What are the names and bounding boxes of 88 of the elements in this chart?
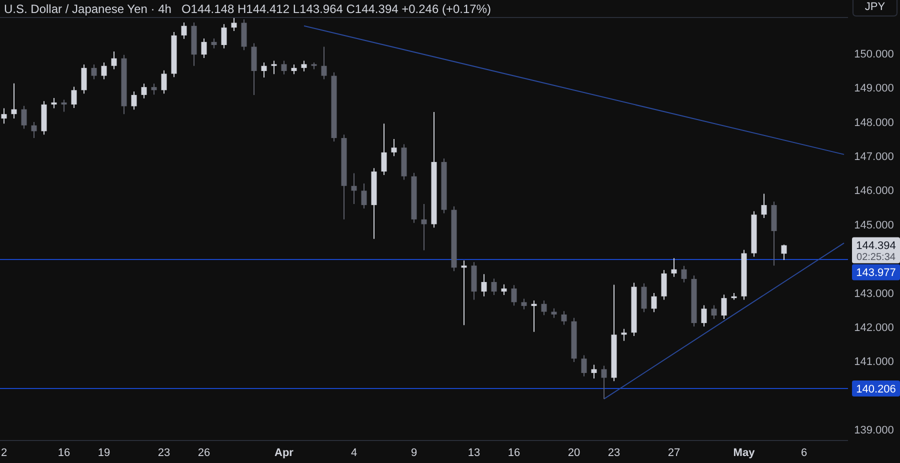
candlestick (91, 64, 97, 80)
candlestick (31, 121, 37, 139)
candlestick (201, 38, 207, 59)
y-tick-label: 141.000 (854, 356, 894, 368)
candlestick (21, 105, 27, 130)
candlestick (131, 91, 137, 110)
candlestick (161, 70, 167, 94)
x-tick-label: May (733, 447, 756, 459)
ref-line-label: 140.206 (856, 383, 896, 396)
candlestick (581, 354, 587, 377)
candlestick (81, 64, 87, 94)
candlestick (281, 60, 287, 75)
candlestick (351, 172, 357, 205)
x-tick-label: 23 (158, 447, 170, 459)
candlestick (531, 300, 537, 332)
candlestick (701, 304, 707, 327)
candlestick (291, 64, 297, 75)
candlestick (421, 204, 427, 251)
y-tick-label: 142.000 (854, 322, 894, 334)
candlestick (461, 260, 467, 326)
x-tick-label: 23 (608, 447, 620, 459)
candlestick (501, 284, 507, 296)
x-tick-label: 19 (98, 447, 110, 459)
candlestick (261, 62, 267, 78)
candlestick (621, 328, 627, 342)
y-tick-label: 147.000 (854, 151, 894, 164)
candlestick (51, 98, 57, 109)
text: 02:25:34 (856, 252, 896, 263)
y-tick-label: 148.000 (854, 116, 894, 129)
x-tick-label: 2 (0, 447, 8, 459)
x-tick-label: Apr (274, 447, 294, 459)
candlestick (231, 18, 237, 32)
candlestick (211, 38, 217, 49)
candlestick (321, 46, 327, 80)
x-tick-label: 6 (800, 447, 808, 459)
x-tick-label: 27 (668, 447, 680, 459)
y-tick-label: 146.000 (854, 185, 894, 198)
x-tick-label: 20 (568, 447, 580, 459)
chart-title: U.S. Dollar / Japanese Yen · 4h (4, 2, 172, 16)
candlestick (111, 51, 117, 70)
candlestick (601, 365, 607, 400)
candlestick (141, 83, 147, 99)
candlestick (1, 108, 7, 124)
candlestick (521, 298, 527, 310)
candlestick (591, 364, 597, 379)
y-axis-title: JPY (864, 1, 886, 13)
chart-subtitle: O144.148 H144.412 L143.964 C144.394 +0.246 (+0.17%) (181, 2, 492, 16)
y-tick-label: 150.000 (854, 48, 894, 60)
candlestick (551, 308, 557, 318)
candlestick (661, 270, 667, 300)
y-tick-label: 145.000 (854, 219, 894, 232)
candlestick (11, 82, 17, 120)
candlestick (361, 183, 367, 209)
text: 144.394 (856, 240, 896, 252)
candlestick (271, 60, 277, 75)
x-tick-label: 16 (58, 447, 70, 459)
candlestick (181, 22, 187, 40)
candlestick (561, 310, 567, 326)
y-tick-label: 139.000 (854, 424, 894, 437)
candlestick (481, 274, 487, 297)
candlestick (301, 60, 307, 72)
candlestick (761, 193, 767, 219)
x-tick-label: 26 (198, 447, 210, 459)
candlestick (381, 123, 387, 176)
candlestick (671, 258, 677, 278)
candlestick (491, 278, 497, 296)
candlestick (241, 18, 247, 51)
candlestick (721, 294, 727, 320)
candlestick (151, 83, 157, 96)
candlestick (511, 284, 517, 306)
y-tick-label: 149.000 (854, 82, 894, 95)
x-tick-label: 4 (350, 447, 358, 459)
x-tick-label: 13 (468, 447, 480, 459)
x-tick-label: 16 (508, 447, 520, 459)
y-tick-label: 143.000 (854, 288, 894, 300)
candlestick (71, 86, 77, 108)
candlestick (541, 300, 547, 316)
candlestick (781, 244, 787, 260)
x-tick-label: 9 (410, 447, 418, 459)
candlestick (221, 24, 227, 49)
candlestick (391, 138, 397, 157)
candlestick (651, 292, 657, 313)
candlestick (711, 304, 717, 320)
candlestick (681, 265, 687, 283)
candlestick (101, 62, 107, 80)
ref-line-label: 143.977 (856, 267, 896, 280)
candlestick (61, 99, 67, 112)
candlestick (641, 282, 647, 313)
